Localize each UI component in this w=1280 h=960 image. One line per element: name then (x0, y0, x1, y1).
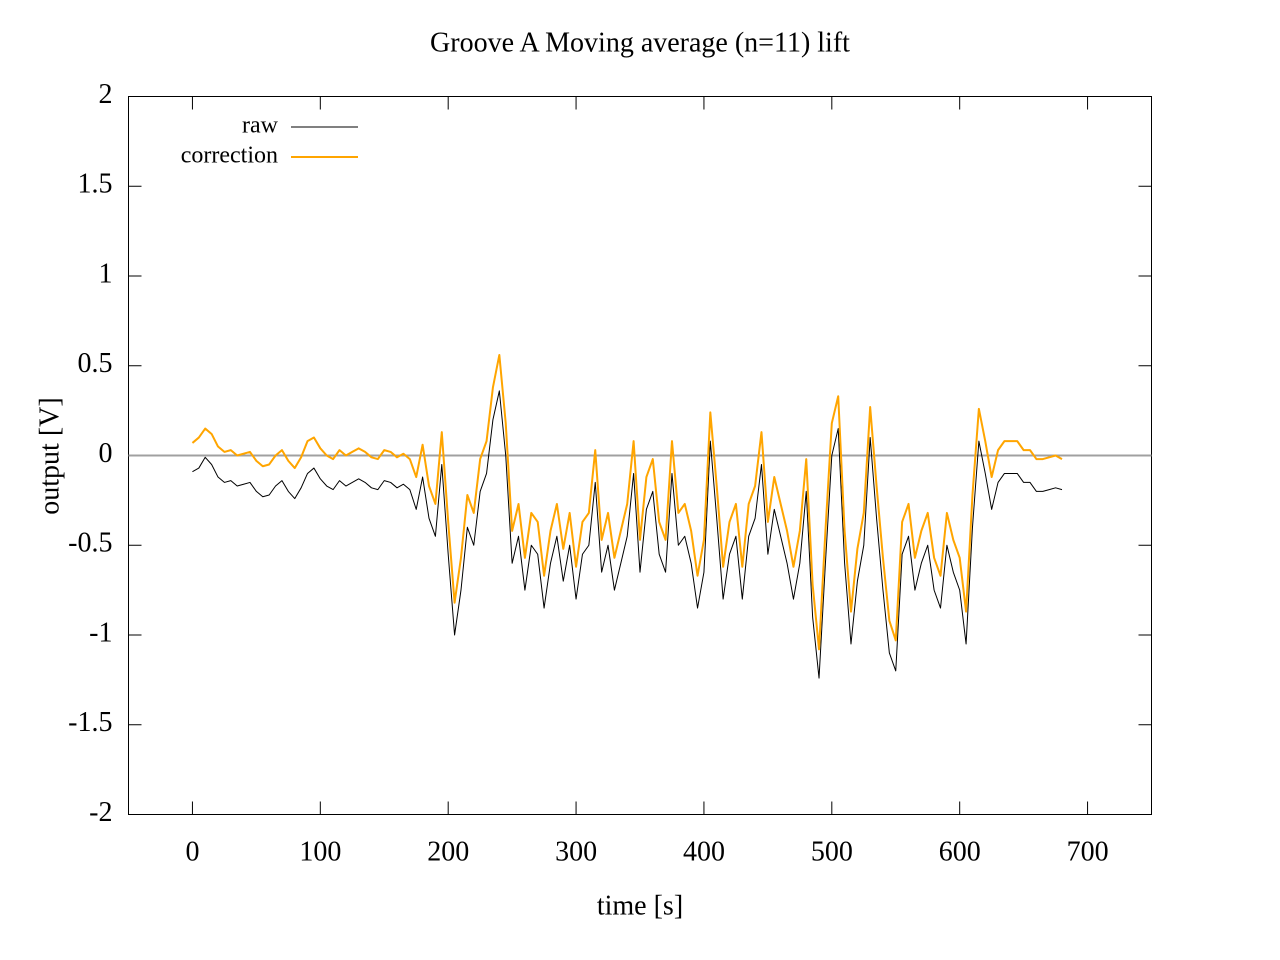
x-tick-label: 700 (1067, 836, 1109, 867)
y-axis-label: output [V] (34, 397, 65, 514)
y-tick-label: 0.5 (78, 348, 113, 379)
x-tick-label: 0 (185, 836, 199, 867)
x-axis-label: time [s] (597, 890, 683, 921)
y-tick-label: 1.5 (78, 169, 113, 200)
chart-title: Groove A Moving average (n=11) lift (430, 27, 850, 58)
x-tick-label: 400 (683, 836, 725, 867)
x-tick-label: 100 (299, 836, 341, 867)
series-line (192, 390, 1063, 679)
y-tick-label: -1.5 (68, 707, 112, 738)
y-tick-label: -2 (89, 797, 112, 828)
legend-label: correction (181, 143, 278, 169)
x-tick-label: 500 (811, 836, 853, 867)
y-tick-label: -1 (89, 617, 112, 648)
y-tick-label: 1 (99, 258, 113, 289)
series-line (191, 353, 1063, 651)
x-tick-label: 300 (555, 836, 597, 867)
x-tick-label: 200 (427, 836, 469, 867)
y-tick-label: -0.5 (68, 528, 112, 559)
legend-label: raw (242, 113, 279, 139)
x-tick-label: 600 (939, 836, 981, 867)
y-tick-label: 0 (99, 438, 113, 469)
y-tick-label: 2 (99, 79, 113, 110)
